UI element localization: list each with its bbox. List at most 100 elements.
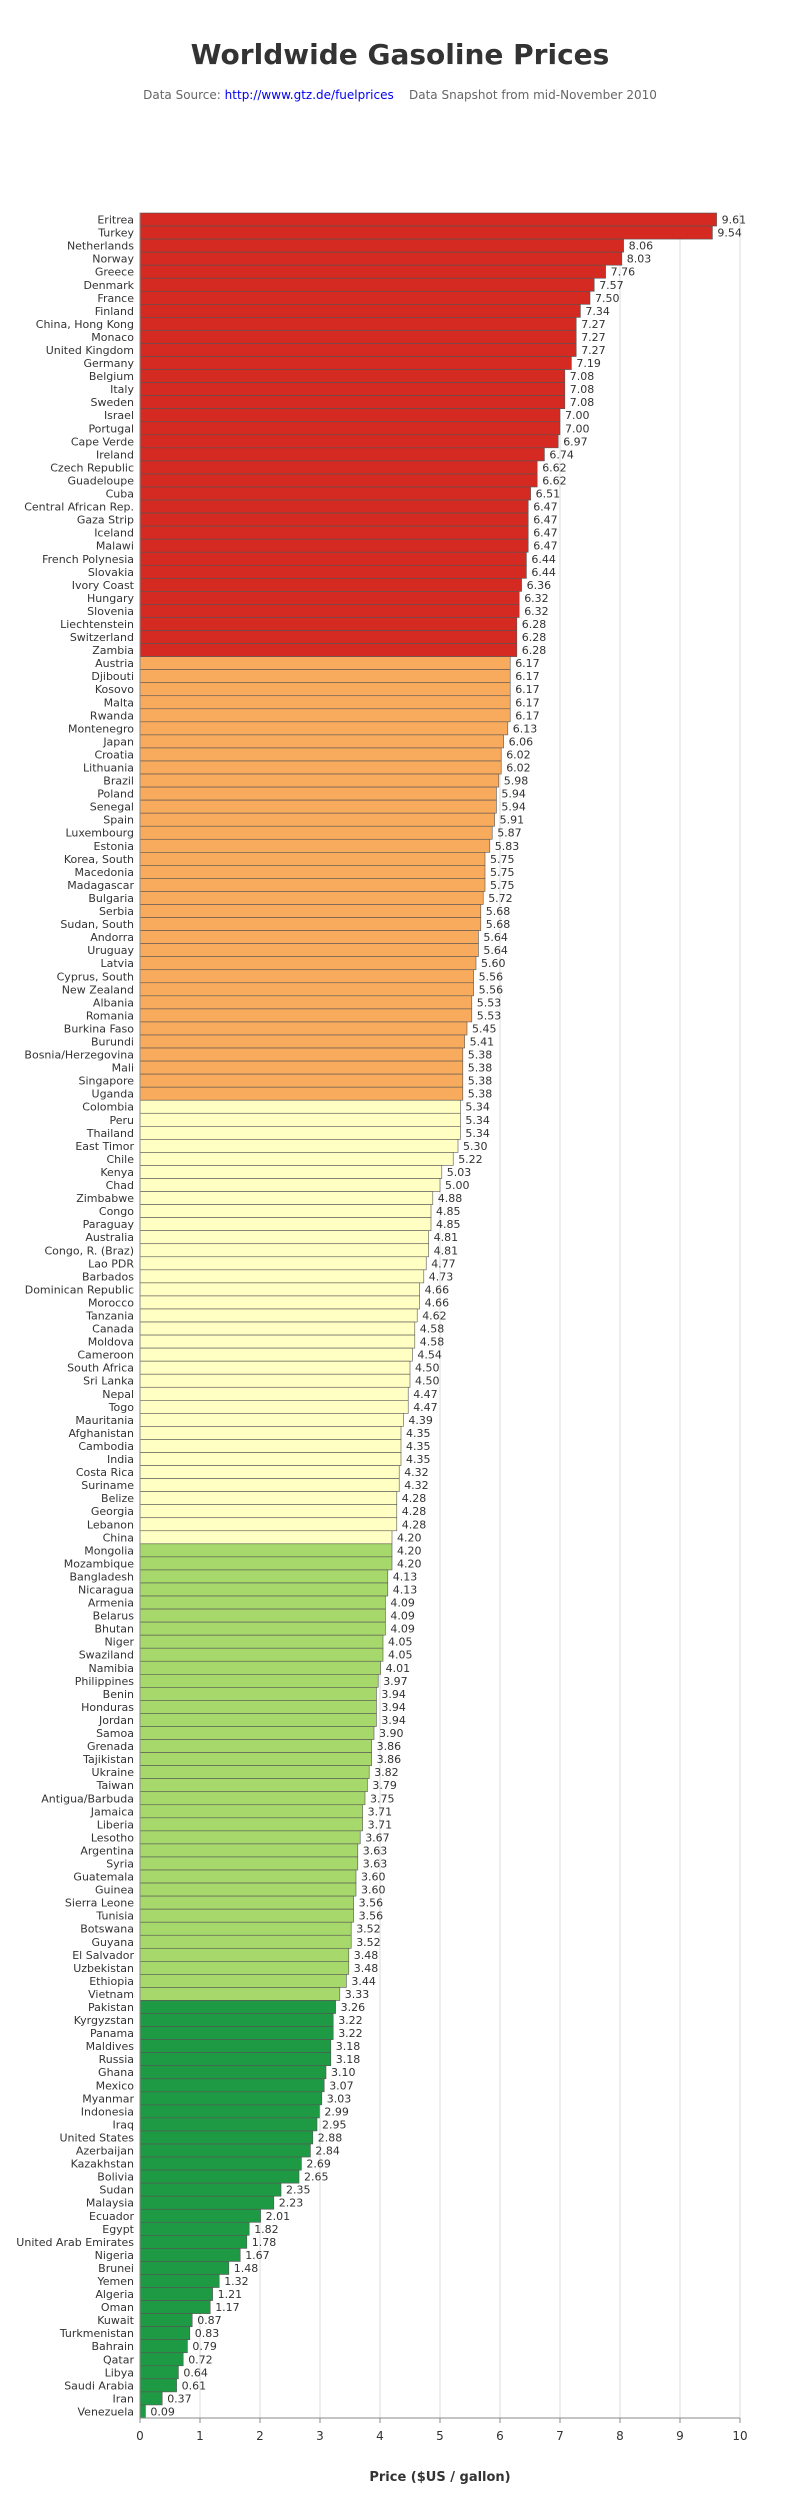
- value-label: 1.48: [234, 2262, 258, 2275]
- value-label: 6.47: [533, 527, 558, 540]
- category-label: Senegal: [90, 801, 134, 814]
- bar: [139, 1047, 464, 1062]
- category-label: Madagascar: [67, 879, 134, 892]
- category-label: Azerbaijan: [76, 2145, 134, 2158]
- category-label: Sierra Leone: [65, 1897, 134, 1910]
- value-label: 3.56: [359, 1897, 384, 1910]
- value-label: 7.00: [565, 409, 590, 422]
- bar: [139, 2261, 230, 2275]
- bar: [139, 1713, 377, 1727]
- category-label: Uzbekistan: [73, 1962, 134, 1975]
- bar: [139, 1126, 461, 1140]
- value-label: 5.60: [481, 957, 506, 970]
- value-label: 4.35: [406, 1440, 431, 1453]
- value-label: 4.35: [406, 1427, 431, 1440]
- category-label: Benin: [103, 1688, 134, 1701]
- value-label: 3.26: [341, 2001, 366, 2014]
- value-label: 6.28: [522, 631, 547, 644]
- bar: [139, 473, 538, 488]
- value-label: 5.64: [483, 944, 508, 957]
- category-label: Chad: [106, 1179, 134, 1192]
- bar: [139, 2065, 327, 2080]
- category-label: Maldives: [86, 2040, 135, 2053]
- x-tick-label: 10: [732, 2429, 747, 2443]
- category-label: Cambodia: [78, 1440, 134, 1453]
- category-label: Rwanda: [90, 709, 134, 722]
- value-label: 4.81: [434, 1231, 459, 1244]
- category-label: Mozambique: [64, 1557, 134, 1570]
- category-label: Nigeria: [95, 2249, 134, 2262]
- bar: [139, 1987, 341, 2001]
- value-label: 5.34: [465, 1114, 490, 1127]
- bar: [139, 2156, 302, 2171]
- value-label: 6.28: [522, 618, 547, 631]
- x-tick-label: 3: [316, 2429, 324, 2443]
- category-label: China: [103, 1531, 134, 1544]
- bar: [139, 2039, 332, 2053]
- value-label: 5.94: [501, 801, 526, 814]
- value-label: 5.91: [500, 814, 524, 827]
- value-label: 5.56: [479, 983, 504, 996]
- category-label: French Polynesia: [42, 553, 134, 566]
- category-label: Central African Rep.: [24, 501, 134, 514]
- category-label: Ukraine: [92, 1766, 135, 1779]
- bar: [139, 2091, 323, 2106]
- bar: [139, 1569, 389, 1584]
- value-label: 4.20: [397, 1557, 422, 1570]
- category-label: Portugal: [88, 422, 134, 435]
- value-label: 3.07: [329, 2079, 354, 2092]
- bar: [139, 1491, 398, 1505]
- bar: [139, 1687, 377, 1701]
- value-label: 6.17: [515, 696, 540, 709]
- category-label: Estonia: [94, 840, 135, 853]
- category-label: Kyrgyzstan: [74, 2014, 134, 2027]
- category-label: Suriname: [81, 1479, 134, 1492]
- source-link[interactable]: http://www.gtz.de/fuelprices: [224, 88, 394, 102]
- category-label: Grenada: [87, 1740, 134, 1753]
- value-label: 6.44: [531, 553, 556, 566]
- bar: [139, 1139, 459, 1153]
- category-label: Panama: [90, 2027, 134, 2040]
- value-label: 3.90: [379, 1727, 404, 1740]
- bar: [139, 1934, 352, 1949]
- category-label: Brazil: [103, 775, 134, 788]
- value-label: 4.47: [413, 1388, 438, 1401]
- bar: [139, 617, 518, 631]
- value-label: 6.17: [515, 657, 540, 670]
- bar: [139, 486, 531, 501]
- value-label: 5.30: [463, 1140, 488, 1153]
- value-label: 4.05: [388, 1636, 413, 1649]
- bar: [139, 578, 522, 592]
- bar: [139, 943, 479, 957]
- category-label: Ecuador: [89, 2210, 134, 2223]
- bar: [139, 1034, 465, 1049]
- category-label: Lithuania: [83, 762, 134, 775]
- category-label: Cameroon: [77, 1349, 134, 1362]
- value-label: 6.51: [536, 488, 561, 501]
- category-label: El Salvador: [72, 1949, 134, 1962]
- value-label: 1.17: [215, 2301, 240, 2314]
- bar: [139, 734, 504, 749]
- category-label: Libya: [105, 2366, 134, 2379]
- bar: [139, 2352, 184, 2367]
- category-label: Guatemala: [73, 1871, 134, 1884]
- category-label: Zambia: [92, 644, 134, 657]
- x-tick-label: 6: [496, 2429, 504, 2443]
- bar: [139, 2378, 177, 2393]
- bar: [139, 630, 518, 644]
- value-label: 4.77: [431, 1257, 456, 1270]
- bar: [139, 460, 538, 475]
- value-label: 6.02: [506, 762, 531, 775]
- category-label: Philippines: [75, 1675, 135, 1688]
- bar: [139, 1660, 381, 1675]
- category-label: Turkmenistan: [59, 2327, 134, 2340]
- category-label: Kazakhstan: [71, 2158, 134, 2171]
- bar: [139, 238, 624, 253]
- bar: [139, 1543, 393, 1558]
- category-label: Australia: [85, 1231, 134, 1244]
- value-label: 3.60: [361, 1884, 386, 1897]
- category-label: Kenya: [100, 1166, 134, 1179]
- category-label: Ghana: [98, 2066, 134, 2079]
- bar: [139, 799, 497, 814]
- value-label: 4.20: [397, 1544, 422, 1557]
